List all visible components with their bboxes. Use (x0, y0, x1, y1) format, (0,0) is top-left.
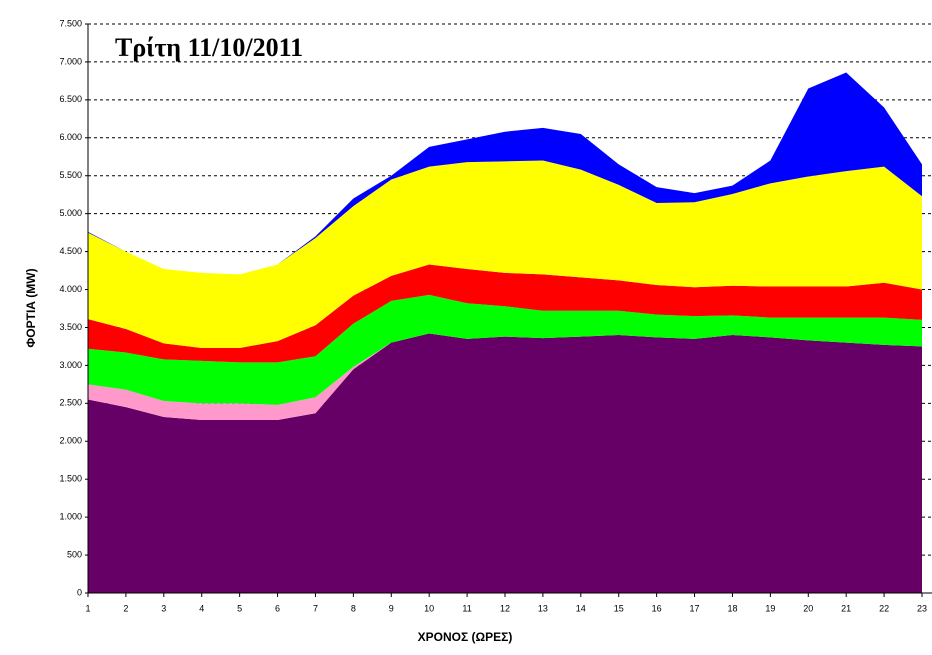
x-tick-label: 20 (803, 603, 813, 613)
x-tick-label: 21 (841, 603, 851, 613)
y-tick-label: 0 (77, 587, 82, 597)
x-tick-label: 9 (389, 603, 394, 613)
x-tick-label: 6 (275, 603, 280, 613)
x-tick-label: 22 (879, 603, 889, 613)
y-tick-label: 7.500 (59, 18, 82, 28)
y-tick-label: 5.500 (59, 170, 82, 180)
x-tick-label: 15 (614, 603, 624, 613)
y-tick-label: 6.500 (59, 94, 82, 104)
x-tick-label: 3 (161, 603, 166, 613)
x-tick-label: 18 (727, 603, 737, 613)
y-tick-label: 1.000 (59, 512, 82, 522)
x-tick-label: 1 (85, 603, 90, 613)
area (88, 72, 922, 275)
x-tick-label: 23 (917, 603, 927, 613)
x-axis-label: ΧΡΟΝΟΣ (ΩΡΕΣ) (418, 630, 513, 644)
area (88, 264, 922, 363)
x-tick-label: 13 (538, 603, 548, 613)
y-tick-label: 500 (67, 549, 82, 559)
x-tick-label: 12 (500, 603, 510, 613)
y-tick-label: 5.000 (59, 208, 82, 218)
y-tick-label: 4.500 (59, 246, 82, 256)
area (88, 160, 922, 348)
x-tick-label: 7 (313, 603, 318, 613)
x-tick-label: 10 (424, 603, 434, 613)
x-tick-label: 2 (123, 603, 128, 613)
area (88, 333, 922, 593)
y-tick-label: 4.000 (59, 284, 82, 294)
y-axis-label: ΦΟΡΤΙΑ (MW) (24, 268, 38, 347)
x-tick-label: 19 (765, 603, 775, 613)
x-tick-label: 16 (652, 603, 662, 613)
y-tick-label: 2.000 (59, 436, 82, 446)
annotation: Τρίτη 11/10/2011 (115, 33, 303, 62)
x-tick-label: 14 (576, 603, 586, 613)
y-tick-label: 3.500 (59, 322, 82, 332)
x-tick-label: 5 (237, 603, 242, 613)
area (88, 333, 922, 421)
y-tick-label: 6.000 (59, 132, 82, 142)
x-tick-label: 8 (351, 603, 356, 613)
y-tick-label: 7.000 (59, 56, 82, 66)
y-tick-label: 2.500 (59, 398, 82, 408)
area (88, 294, 922, 405)
x-tick-label: 11 (462, 603, 471, 613)
y-tick-label: 1.500 (59, 474, 82, 484)
y-tick-label: 3.000 (59, 360, 82, 370)
x-tick-label: 4 (199, 603, 204, 613)
x-tick-label: 17 (690, 603, 700, 613)
